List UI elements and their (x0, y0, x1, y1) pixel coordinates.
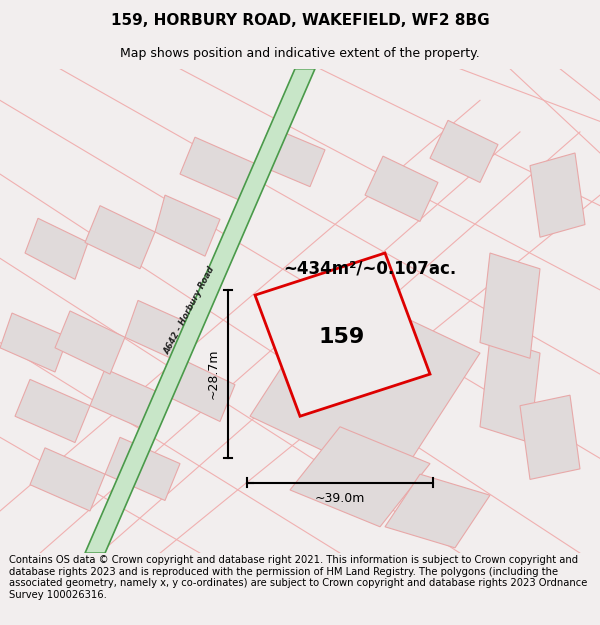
Polygon shape (180, 138, 255, 201)
Polygon shape (55, 311, 125, 374)
Text: ~434m²/~0.107ac.: ~434m²/~0.107ac. (283, 260, 457, 278)
Polygon shape (430, 121, 498, 182)
Text: ~39.0m: ~39.0m (315, 492, 365, 505)
Polygon shape (290, 427, 430, 527)
Polygon shape (365, 156, 438, 221)
Polygon shape (255, 253, 430, 416)
Text: Map shows position and indicative extent of the property.: Map shows position and indicative extent… (120, 48, 480, 60)
Text: 159, HORBURY ROAD, WAKEFIELD, WF2 8BG: 159, HORBURY ROAD, WAKEFIELD, WF2 8BG (110, 13, 490, 28)
Polygon shape (155, 195, 220, 256)
Text: Contains OS data © Crown copyright and database right 2021. This information is : Contains OS data © Crown copyright and d… (9, 555, 587, 600)
Polygon shape (125, 301, 192, 361)
Polygon shape (255, 127, 325, 187)
Text: ~28.7m: ~28.7m (206, 349, 220, 399)
Polygon shape (85, 69, 315, 553)
Polygon shape (15, 379, 90, 442)
Polygon shape (520, 395, 580, 479)
Polygon shape (105, 438, 180, 501)
Text: A642 - Horbury Road: A642 - Horbury Road (163, 266, 217, 356)
Text: 159: 159 (319, 328, 365, 348)
Polygon shape (165, 358, 235, 421)
Polygon shape (530, 153, 585, 238)
Polygon shape (250, 284, 480, 484)
Polygon shape (385, 474, 490, 548)
Polygon shape (0, 313, 68, 372)
Polygon shape (25, 218, 88, 279)
Polygon shape (480, 253, 540, 358)
Polygon shape (30, 448, 105, 511)
Polygon shape (85, 206, 155, 269)
Polygon shape (480, 338, 540, 442)
Polygon shape (90, 369, 165, 432)
